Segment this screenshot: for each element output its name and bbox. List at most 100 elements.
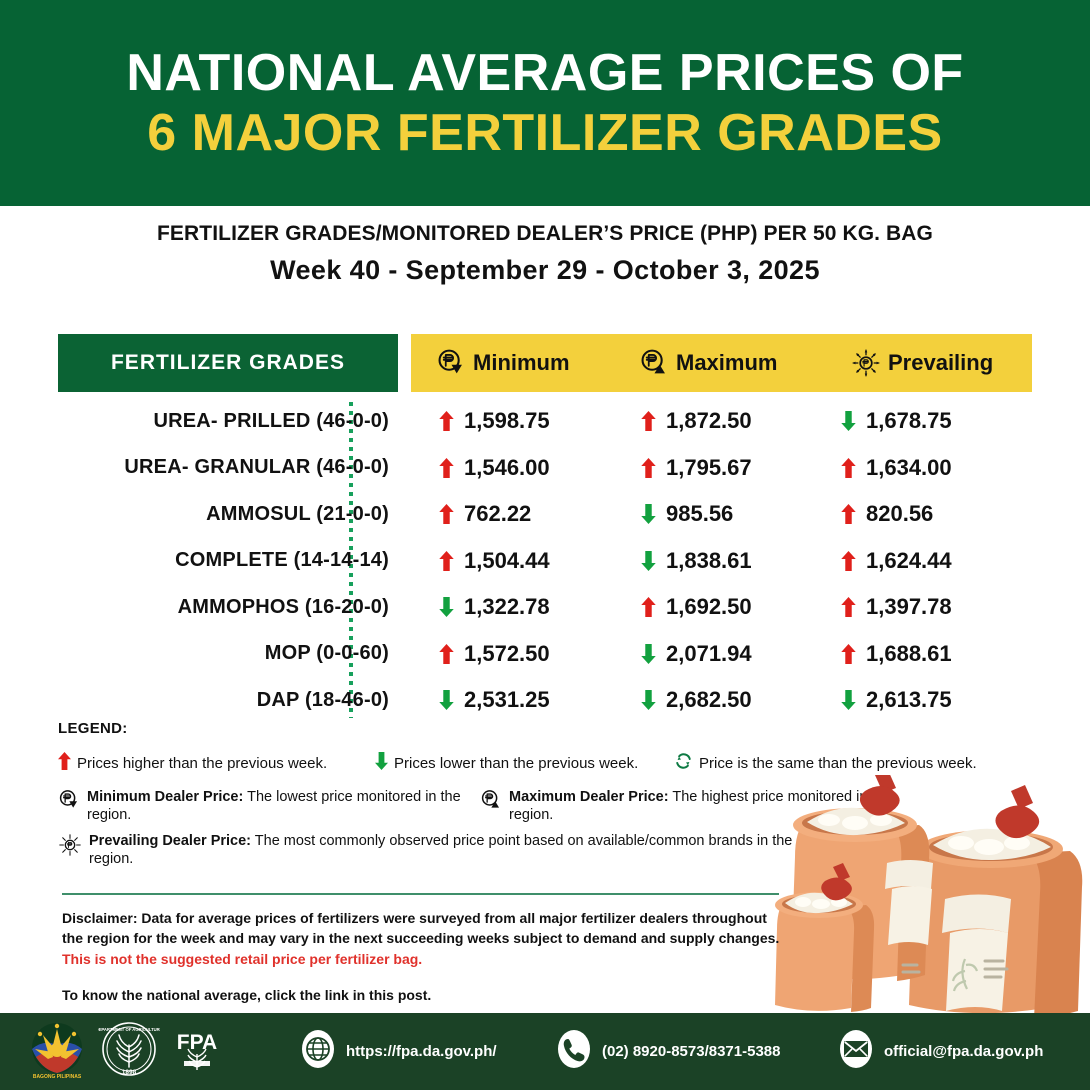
table-cell-prevailing: 2,613.75 — [841, 677, 952, 724]
table-row-grade: COMPLETE (14-14-14) — [175, 549, 389, 572]
table-row-grade: MOP (0-0-60) — [264, 642, 389, 665]
table-cell-prevailing: 1,688.61 — [841, 631, 952, 678]
footer-bar: BAGONG PILIPINAS 1898 — [0, 1013, 1090, 1090]
table-header-prevailing-label: Prevailing — [888, 350, 994, 375]
arrow-up-icon — [439, 411, 454, 432]
arrow-up-icon — [841, 550, 856, 571]
definition-maximum: Maximum Dealer Price: The highest price … — [480, 788, 900, 824]
arrow-down-icon — [841, 411, 856, 432]
footer-contact-website[interactable]: https://fpa.da.gov.ph/ — [300, 1013, 497, 1090]
table-cell-maximum-value: 985.56 — [666, 501, 734, 527]
svg-text:DEPARTMENT OF AGRICULTURE: DEPARTMENT OF AGRICULTURE — [98, 1027, 160, 1032]
arrow-down-icon — [641, 643, 656, 664]
arrow-up-icon — [841, 597, 856, 618]
disclaimer-note: To know the national average, click the … — [62, 986, 432, 1003]
legend-item-lower-text: Prices lower than the previous week. — [394, 755, 639, 772]
subtitle-description: FERTILIZER GRADES/MONITORED DEALER’S PRI… — [157, 222, 933, 245]
table-header-maximum: Maximum — [639, 334, 777, 392]
peso-up-icon — [480, 789, 502, 816]
svg-text:FPA: FPA — [177, 1031, 217, 1054]
arrow-up-icon — [841, 504, 856, 525]
table-cell-prevailing: 820.56 — [841, 491, 933, 538]
table-cell-prevailing-value: 820.56 — [866, 501, 934, 527]
table-cell-minimum: 1,322.78 — [439, 584, 550, 631]
table-cell-prevailing-value: 1,678.75 — [866, 408, 952, 434]
arrow-up-icon — [641, 457, 656, 478]
definition-prevailing: Prevailing Dealer Price: The most common… — [58, 832, 818, 868]
table-cell-maximum-value: 1,872.50 — [666, 408, 752, 434]
table-row: UREA- GRANULAR (46-0-0) 1,546.00 1,795.67 1… — [58, 445, 1032, 492]
table-header-grades-label: FERTILIZER GRADES — [110, 351, 345, 374]
definition-minimum: Minimum Dealer Price: The lowest price m… — [58, 788, 478, 824]
footer-logos: BAGONG PILIPINAS 1898 — [26, 1017, 224, 1087]
svg-text:BAGONG PILIPINAS: BAGONG PILIPINAS — [33, 1074, 82, 1080]
peso-sunburst-icon — [58, 833, 82, 862]
refresh-cycle-icon — [674, 752, 693, 775]
arrow-up-icon — [641, 597, 656, 618]
table-cell-prevailing: 1,624.44 — [841, 538, 952, 585]
headline-primary: NATIONAL AVERAGE PRICES OF — [126, 43, 964, 102]
definition-minimum-term: Minimum Dealer Price: — [87, 789, 244, 805]
table-header-values: Minimum Maximum — [411, 334, 1032, 392]
globe-icon — [300, 1029, 336, 1074]
table-cell-minimum: 1,504.44 — [439, 538, 550, 585]
arrow-up-icon — [58, 752, 71, 775]
table-row-grade: UREA- PRILLED (46-0-0) — [153, 409, 389, 432]
arrow-down-icon — [439, 690, 454, 711]
table-row: COMPLETE (14-14-14) 1,504.44 1,838.61 1,624… — [58, 538, 1032, 585]
legend-row: Prices higher than the previous week. Pr… — [58, 752, 1038, 774]
bagong-pilipinas-logo: BAGONG PILIPINAS — [26, 1019, 88, 1086]
peso-up-icon — [639, 348, 669, 378]
headline-secondary: 6 MAJOR FERTILIZER GRADES — [147, 104, 943, 162]
legend-item-same: Price is the same than the previous week… — [674, 752, 977, 775]
table-cell-maximum: 985.56 — [641, 491, 733, 538]
envelope-icon — [838, 1029, 874, 1074]
table-cell-prevailing-value: 1,397.78 — [866, 594, 952, 620]
table-row: MOP (0-0-60) 1,572.50 2,071.94 1,688.61 — [58, 631, 1032, 678]
table-cell-prevailing: 1,678.75 — [841, 398, 952, 445]
table-row-grade: DAP (18-46-0) — [256, 688, 389, 711]
arrow-up-icon — [439, 643, 454, 664]
table-header-prevailing: Prevailing — [851, 334, 993, 392]
definition-maximum-term: Maximum Dealer Price: — [509, 789, 669, 805]
arrow-down-icon — [641, 504, 656, 525]
table-cell-maximum: 1,872.50 — [641, 398, 752, 445]
table-row: AMMOPHOS (16-20-0) 1,322.78 1,692.50 1,397.… — [58, 584, 1032, 631]
table-cell-minimum-value: 1,572.50 — [464, 640, 550, 666]
footer-contact-email[interactable]: official@fpa.da.gov.ph — [838, 1013, 1043, 1090]
table-cell-minimum-value: 762.22 — [464, 501, 532, 527]
table-cell-minimum-value: 2,531.25 — [464, 687, 550, 713]
table-cell-minimum-value: 1,546.00 — [464, 454, 550, 480]
section-divider — [62, 893, 779, 895]
table-header-minimum-label: Minimum — [473, 350, 570, 375]
table-cell-minimum-value: 1,598.75 — [464, 408, 550, 434]
arrow-down-icon — [841, 690, 856, 711]
column-divider-dotted — [349, 402, 353, 718]
arrow-up-icon — [439, 550, 454, 571]
table-cell-maximum: 1,692.50 — [641, 584, 752, 631]
table-cell-maximum-value: 1,795.67 — [666, 454, 752, 480]
disclaimer-block: Disclaimer: Data for average prices of f… — [62, 908, 782, 1005]
table-row-grade: AMMOSUL (21-0-0) — [206, 502, 389, 525]
footer-contact-phone[interactable]: (02) 8920-8573/8371-5388 — [556, 1013, 780, 1090]
header-banner: NATIONAL AVERAGE PRICES OF 6 MAJOR FERTI… — [0, 0, 1090, 206]
peso-down-icon — [58, 789, 80, 816]
table-header-minimum: Minimum — [436, 334, 570, 392]
legend-title: LEGEND: — [58, 720, 128, 737]
table-row: AMMOSUL (21-0-0) 762.22 985.56 820.56 — [58, 491, 1032, 538]
table-row-grade: AMMOPHOS (16-20-0) — [177, 595, 389, 618]
arrow-down-icon — [641, 690, 656, 711]
table-header: FERTILIZER GRADES Minimum — [58, 334, 1032, 392]
table-cell-minimum-value: 1,322.78 — [464, 594, 550, 620]
footer-phone-text: (02) 8920-8573/8371-5388 — [602, 1043, 781, 1060]
table-cell-minimum: 1,598.75 — [439, 398, 550, 445]
department-of-agriculture-logo: 1898 DEPARTMENT OF AGRICULTURE — [96, 1019, 163, 1086]
table-cell-maximum: 1,795.67 — [641, 445, 752, 492]
peso-down-icon — [436, 348, 466, 378]
table-cell-maximum: 2,682.50 — [641, 677, 752, 724]
table-cell-maximum-value: 1,838.61 — [666, 547, 752, 573]
svg-text:1898: 1898 — [122, 1069, 137, 1076]
table-cell-minimum: 762.22 — [439, 491, 531, 538]
footer-website-text: https://fpa.da.gov.ph/ — [346, 1043, 497, 1060]
